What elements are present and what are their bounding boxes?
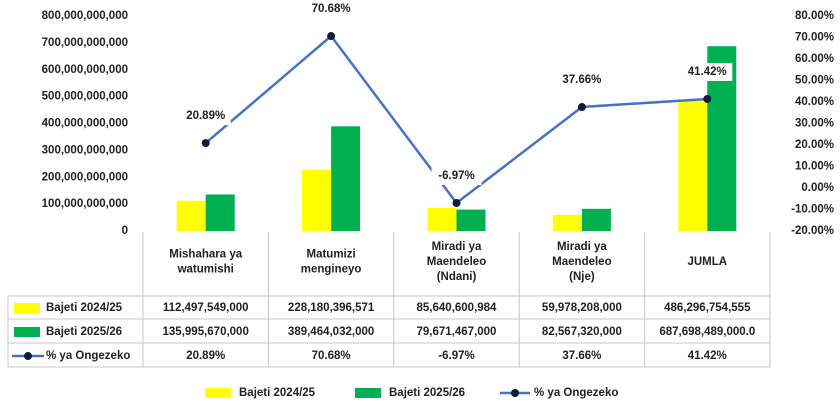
table-cell: 389,464,032,000 xyxy=(288,326,374,338)
y2-tick-label: 60.00% xyxy=(795,53,834,65)
y-tick-label: 200,000,000,000 xyxy=(42,171,128,183)
y-tick-label: 800,000,000,000 xyxy=(42,10,128,22)
table-cell: 687,698,489,000.0 xyxy=(659,326,755,338)
legend-key xyxy=(511,389,519,397)
data-label: -6.97% xyxy=(438,170,474,182)
bar xyxy=(205,194,235,231)
x-tick-label: Maendeleo xyxy=(552,256,611,268)
y2-tick-label: 50.00% xyxy=(795,75,834,87)
x-tick-label: Miradi ya xyxy=(432,241,482,253)
data-label: 41.42% xyxy=(688,66,727,78)
table-legend-key xyxy=(24,352,32,360)
data-label: 70.68% xyxy=(312,3,351,15)
legend-label: Bajeti 2025/26 xyxy=(389,387,465,399)
line-marker xyxy=(327,32,336,41)
bar xyxy=(456,209,486,231)
table-cell: 112,497,549,000 xyxy=(163,302,249,314)
y-tick-label: 400,000,000,000 xyxy=(42,118,128,130)
x-tick-label: Matumizi xyxy=(306,249,355,261)
bar xyxy=(331,126,361,231)
table-cell: 41.42% xyxy=(688,350,727,362)
table-cell: 37.66% xyxy=(562,350,601,362)
legend-key xyxy=(355,388,381,398)
legend-key xyxy=(205,388,231,398)
legend-label: % ya Ongezeko xyxy=(534,387,618,399)
y2-tick-label: 30.00% xyxy=(795,118,834,130)
y-tick-label: 700,000,000,000 xyxy=(42,37,128,49)
table-legend-key xyxy=(14,327,40,337)
table-row-label: % ya Ongezeko xyxy=(46,350,130,362)
table-cell: 228,180,396,571 xyxy=(288,302,375,314)
table-cell: 486,296,754,555 xyxy=(664,302,751,314)
bar xyxy=(176,200,206,231)
table-legend-key xyxy=(14,303,40,313)
y2-tick-label: -10.00% xyxy=(791,204,834,216)
y-tick-label: 300,000,000,000 xyxy=(42,144,128,156)
x-tick-label: (Nje) xyxy=(569,271,595,283)
table-cell: 59,978,208,000 xyxy=(542,302,622,314)
table-cell: 85,640,600,984 xyxy=(417,302,498,314)
data-label-background xyxy=(431,166,482,185)
bar xyxy=(302,169,332,231)
y2-tick-label: 0.00% xyxy=(801,182,834,194)
data-label: 20.89% xyxy=(186,110,225,122)
table-cell: 82,567,320,000 xyxy=(542,326,622,338)
table-borders xyxy=(7,232,771,368)
x-tick-label: Maendeleo xyxy=(427,256,486,268)
line-marker xyxy=(201,139,210,148)
legend-label: Bajeti 2024/25 xyxy=(239,387,316,399)
x-tick-label: watumishi xyxy=(177,264,234,276)
data-label-background xyxy=(556,71,607,90)
y2-tick-label: 10.00% xyxy=(795,161,834,173)
table-cell: 20.89% xyxy=(186,350,225,362)
bar xyxy=(427,207,457,231)
x-tick-label: mengineyo xyxy=(301,264,362,276)
bar xyxy=(678,100,708,232)
y-tick-label: 500,000,000,000 xyxy=(42,91,128,103)
y2-tick-label: 80.00% xyxy=(795,10,834,22)
line-marker xyxy=(577,103,586,112)
data-label-background xyxy=(682,62,733,81)
x-tick-label: Mishahara ya xyxy=(169,249,242,261)
y2-tick-label: -20.00% xyxy=(791,225,834,237)
line-marker xyxy=(452,198,461,207)
table-cell: 70.68% xyxy=(312,350,351,362)
y-tick-label: 0 xyxy=(122,225,128,237)
data-label-background xyxy=(306,0,357,19)
y-tick-label: 100,000,000,000 xyxy=(42,198,128,210)
table-row-label: Bajeti 2024/25 xyxy=(46,302,123,314)
table-cell: 79,671,467,000 xyxy=(417,326,497,338)
y2-tick-label: 40.00% xyxy=(795,96,834,108)
bar xyxy=(552,214,582,231)
x-tick-label: Miradi ya xyxy=(557,241,607,253)
table-cell: 135,995,670,000 xyxy=(163,326,249,338)
y-tick-label: 600,000,000,000 xyxy=(42,64,128,76)
data-label: 37.66% xyxy=(562,74,601,86)
table-row-label: Bajeti 2025/26 xyxy=(46,326,122,338)
y2-tick-label: 20.00% xyxy=(795,139,834,151)
y2-tick-label: 70.00% xyxy=(795,32,834,44)
x-tick-label: JUMLA xyxy=(687,256,727,268)
bar xyxy=(581,208,611,231)
line-marker xyxy=(703,94,712,103)
table-cell: -6.97% xyxy=(438,350,474,362)
data-label-background xyxy=(180,107,231,126)
x-tick-label: (Ndani) xyxy=(437,271,477,283)
